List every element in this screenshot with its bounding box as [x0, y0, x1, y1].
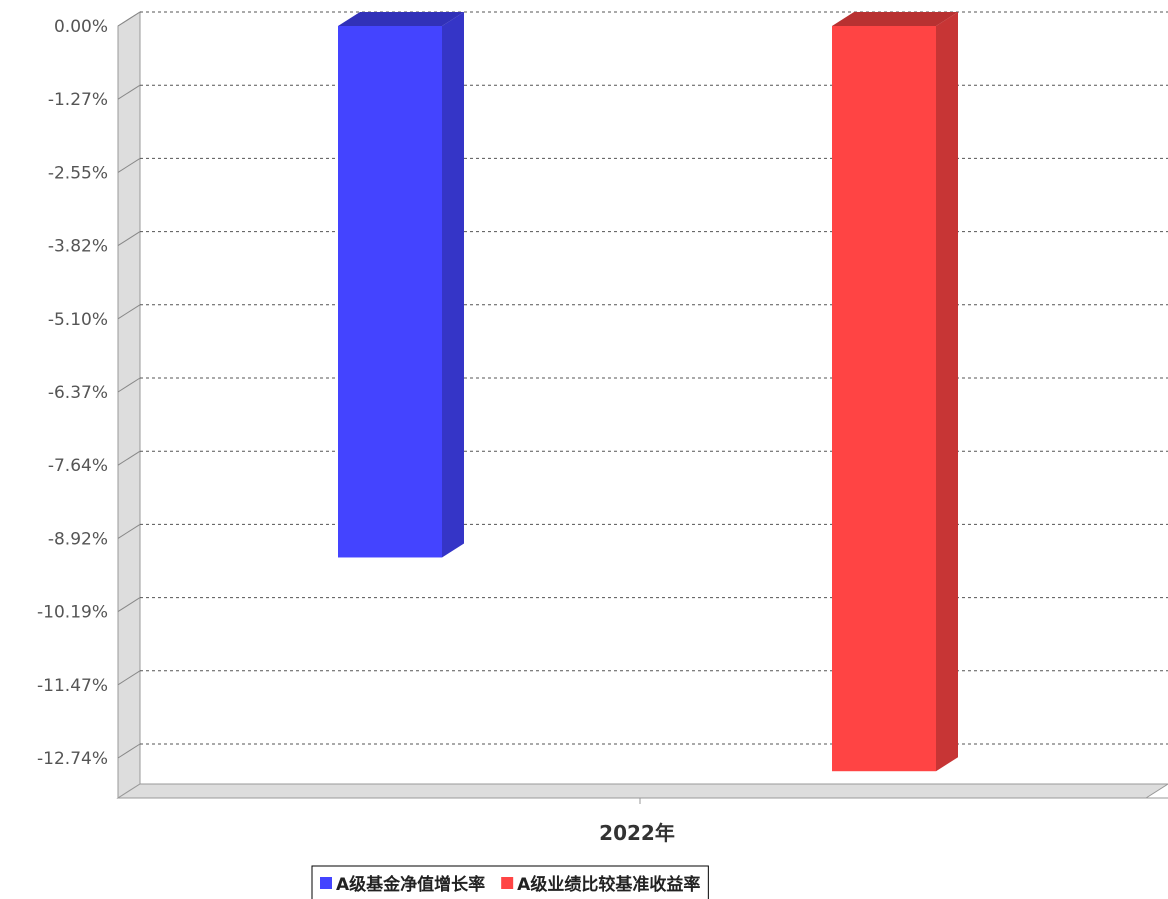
bar [832, 12, 958, 772]
bar-side [442, 12, 464, 558]
legend-label: A级业绩比较基准收益率 [517, 874, 700, 895]
y-tick-label: -5.10% [48, 310, 108, 330]
grid-connector [117, 377, 141, 393]
legend-item: A级业绩比较基准收益率 [501, 874, 700, 895]
grid-connector [117, 84, 141, 100]
bar-top [338, 12, 464, 26]
y-axis-ticks: 0.00% -1.27% -2.55% -3.82% -5.10% -6.37% -7.64… [37, 17, 108, 769]
grid-connector [117, 157, 141, 173]
plot-side-wall [117, 11, 141, 799]
bar-side [936, 12, 958, 772]
plot-back-wall [140, 12, 1168, 784]
plot-floor [116, 783, 1168, 799]
y-tick-label: -3.82% [48, 237, 108, 257]
grid-connector [117, 670, 141, 686]
y-tick-label: -1.27% [48, 90, 108, 110]
bar-front [338, 26, 442, 558]
grid-connector [117, 450, 141, 466]
grid-connector [117, 304, 141, 320]
bar-top [832, 12, 958, 26]
grid-connector [117, 743, 141, 759]
y-tick-label: -8.92% [48, 529, 108, 549]
x-tick-label: 2022年 [599, 821, 675, 845]
y-tick-label: -10.19% [37, 603, 108, 623]
gridlines [117, 11, 1168, 759]
plot-background [116, 11, 1168, 799]
bar [338, 12, 464, 558]
y-tick-label: -2.55% [48, 163, 108, 183]
x-axis: 2022年 [599, 798, 675, 845]
legend-label: A级基金净值增长率 [336, 874, 485, 895]
grid-connector [117, 231, 141, 247]
legend: A级基金净值增长率 A级业绩比较基准收益率 [311, 865, 709, 899]
bar-front [832, 26, 936, 772]
legend-swatch [501, 877, 514, 889]
y-tick-label: -11.47% [37, 676, 108, 696]
y-tick-label: -6.37% [48, 383, 108, 403]
bars [338, 12, 958, 772]
legend-item: A级基金净值增长率 [320, 874, 485, 895]
legend-swatch [320, 877, 332, 889]
y-tick-label: 0.00% [54, 17, 108, 37]
y-tick-label: -7.64% [48, 456, 108, 476]
grid-connector [117, 11, 141, 27]
grid-connector [117, 597, 141, 613]
grid-connector [117, 523, 141, 539]
y-tick-label: -12.74% [37, 749, 108, 769]
